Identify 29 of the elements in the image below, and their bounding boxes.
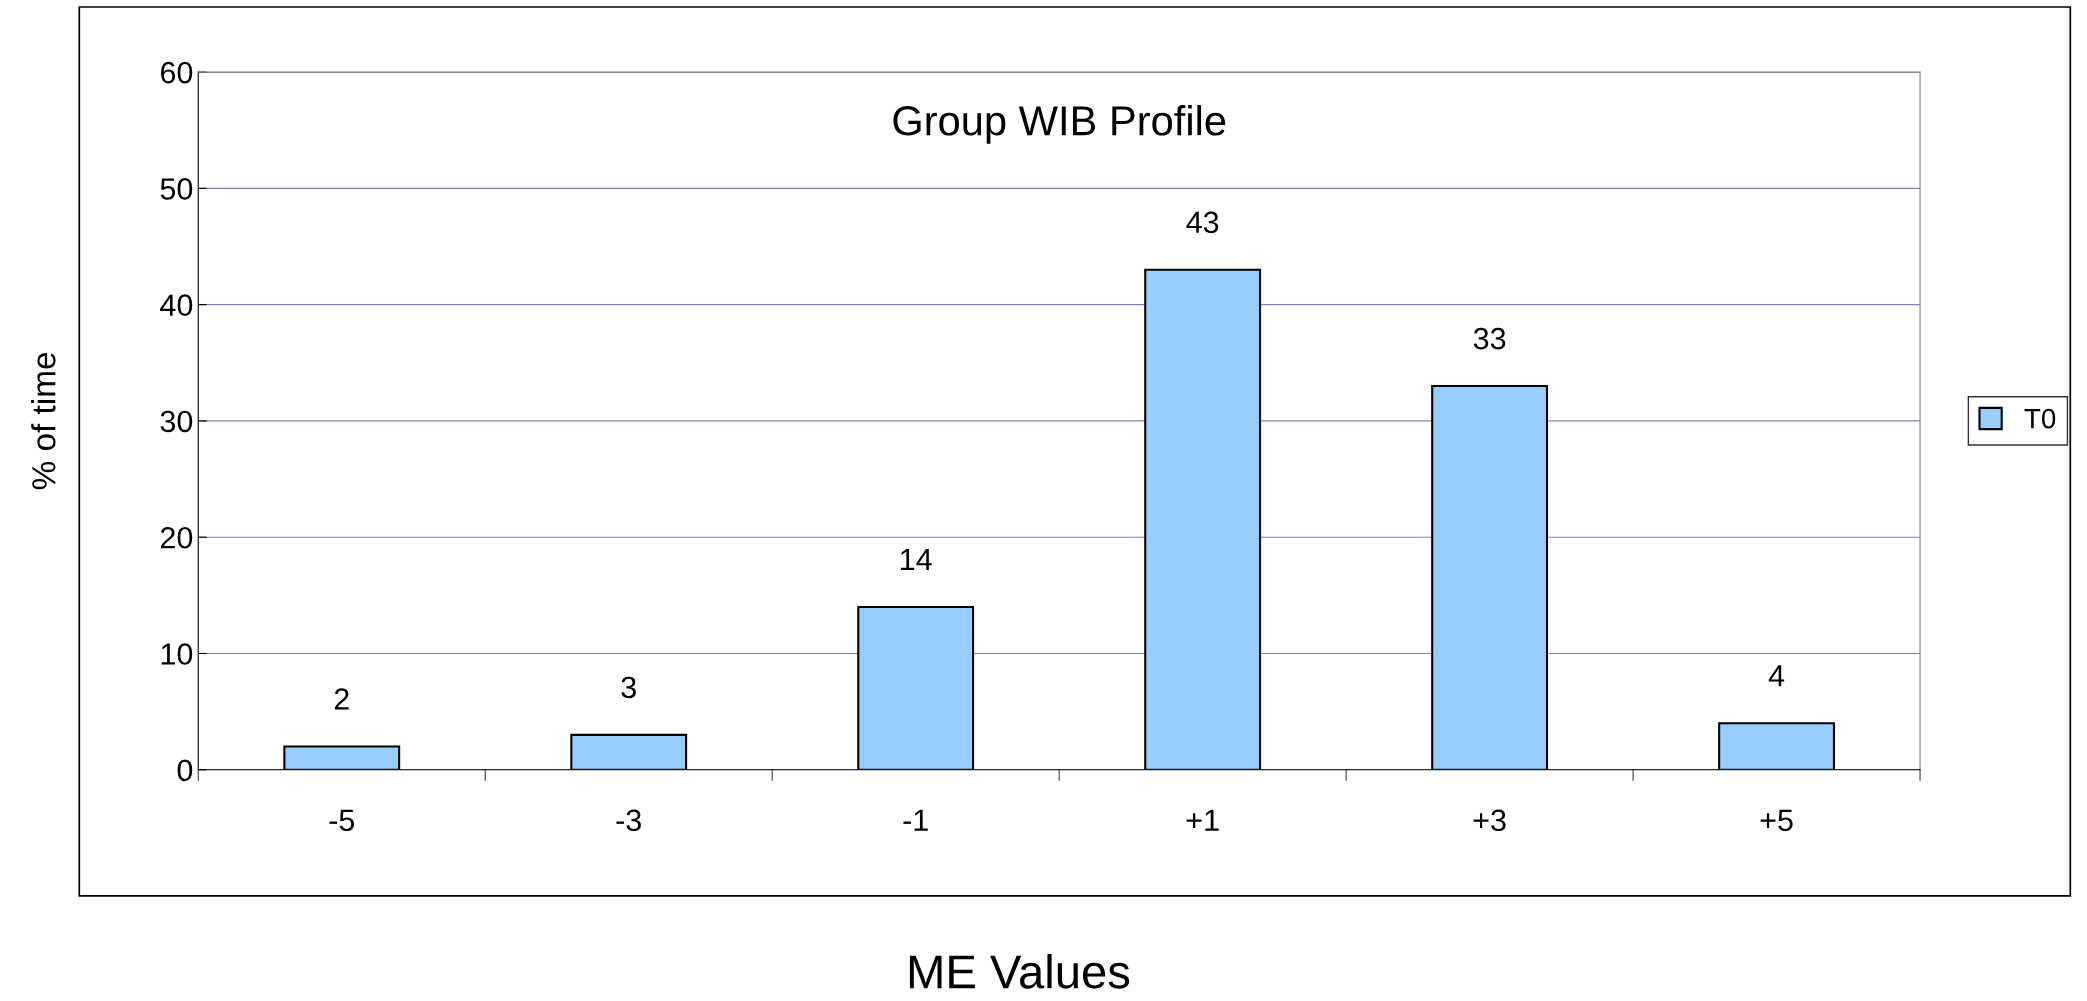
text: Group WIB Profile bbox=[893, 104, 1226, 144]
data-label: 43 bbox=[1186, 211, 1219, 234]
x-tick-label: +1 bbox=[1186, 809, 1219, 831]
x-tick-label: -5 bbox=[329, 809, 355, 832]
y-axis-title: % of time bbox=[31, 352, 56, 490]
data-label: 14 bbox=[901, 549, 932, 571]
x-tick-label: -3 bbox=[616, 809, 641, 832]
bar bbox=[1718, 722, 1835, 770]
bar bbox=[1431, 385, 1549, 770]
x-axis-title: ME Values bbox=[909, 953, 1130, 989]
x-tick-label: +5 bbox=[1760, 809, 1793, 832]
y-tick-label: 60 bbox=[160, 61, 193, 84]
data-label: 2 bbox=[334, 688, 349, 710]
y-tick-label: 40 bbox=[160, 294, 193, 317]
x-tick-label: +3 bbox=[1473, 809, 1506, 832]
legend-label: T0 bbox=[2024, 408, 2056, 429]
data-label: 3 bbox=[621, 676, 636, 699]
y-tick-label: 50 bbox=[160, 178, 193, 200]
y-tick-label: 30 bbox=[160, 410, 193, 433]
bar bbox=[857, 605, 975, 770]
x-tick-label: -1 bbox=[903, 809, 928, 831]
bar bbox=[1144, 268, 1262, 770]
bar bbox=[570, 733, 688, 770]
y-tick-label: 10 bbox=[161, 643, 193, 665]
y-tick-label: 20 bbox=[160, 526, 193, 549]
y-tick-label: 0 bbox=[177, 759, 193, 782]
bar bbox=[283, 745, 401, 770]
data-label: 4 bbox=[1768, 665, 1785, 687]
data-label: 33 bbox=[1473, 327, 1506, 350]
